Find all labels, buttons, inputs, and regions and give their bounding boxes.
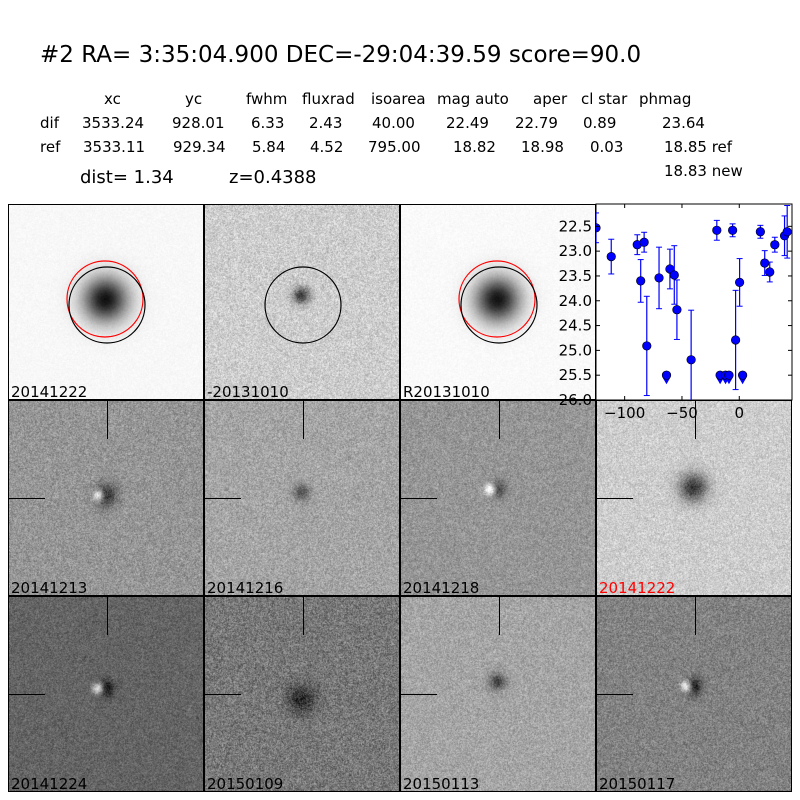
data-point — [728, 226, 737, 235]
data-point — [783, 227, 792, 236]
data-point — [642, 342, 651, 351]
data-point — [655, 274, 664, 283]
x-tick-label: −50 — [666, 404, 698, 422]
data-point — [687, 356, 696, 365]
data-point — [673, 305, 682, 314]
data-point — [670, 271, 679, 280]
data-point — [760, 259, 769, 268]
y-tick-label: 24.0 — [559, 292, 592, 310]
x-tick-label: 0 — [735, 404, 745, 422]
data-point — [607, 252, 616, 261]
data-point — [771, 240, 780, 249]
y-tick-label: 23.5 — [559, 267, 592, 285]
y-tick-label: 26.0 — [559, 391, 592, 409]
y-tick-label: 25.0 — [559, 341, 592, 359]
data-point — [636, 277, 645, 286]
y-tick-label: 23.0 — [559, 242, 592, 260]
data-point — [731, 336, 740, 345]
light-curve-chart: 22.5 23.0 23.5 24.0 24.5 25.0 25.5 26.0 −100 −50 0 — [0, 0, 800, 800]
upper-limit-point — [725, 371, 734, 380]
y-tick-label: 22.5 — [559, 217, 592, 235]
x-tick-label: −100 — [604, 404, 645, 422]
data-point — [640, 238, 649, 247]
data-point — [756, 227, 765, 236]
y-tick-label: 24.5 — [559, 317, 592, 335]
y-tick-label: 25.5 — [559, 366, 592, 384]
data-point — [765, 268, 774, 277]
data-point — [713, 226, 722, 235]
data-point — [592, 224, 601, 233]
upper-limit-point — [662, 371, 671, 380]
data-point — [735, 278, 744, 287]
upper-limit-point — [738, 371, 747, 380]
